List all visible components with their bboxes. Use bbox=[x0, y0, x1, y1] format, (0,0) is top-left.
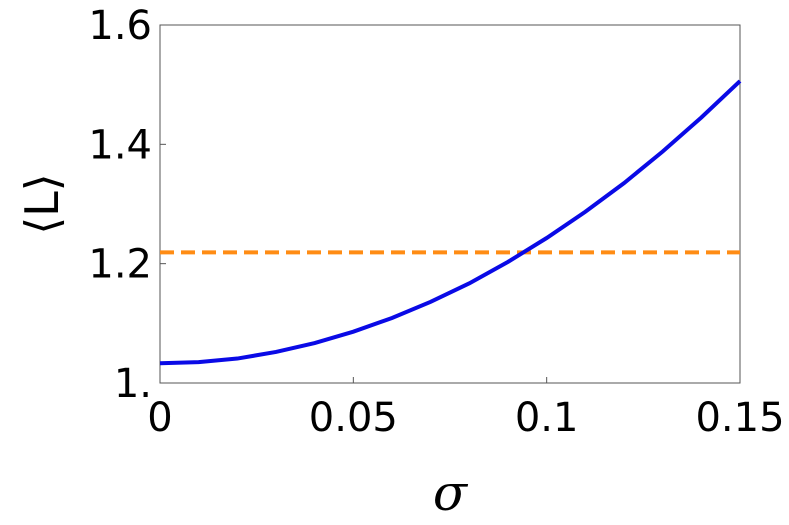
y-tick-label: 1.4 bbox=[88, 122, 152, 168]
y-tick-label: 1.2 bbox=[88, 242, 152, 288]
plot-frame bbox=[159, 24, 741, 384]
x-axis-label: σ bbox=[433, 464, 469, 522]
x-tick-label: 0.05 bbox=[309, 395, 398, 441]
y-axis-label: ⟨L⟩ bbox=[15, 173, 69, 235]
y-tick-label: 1.6 bbox=[88, 3, 152, 49]
x-tick-label: 0.15 bbox=[695, 395, 784, 441]
x-tick-label: 0.1 bbox=[515, 395, 579, 441]
y-tick-label: 1. bbox=[114, 361, 152, 407]
x-tick-label: 0 bbox=[147, 395, 172, 441]
line bbox=[159, 79, 742, 366]
